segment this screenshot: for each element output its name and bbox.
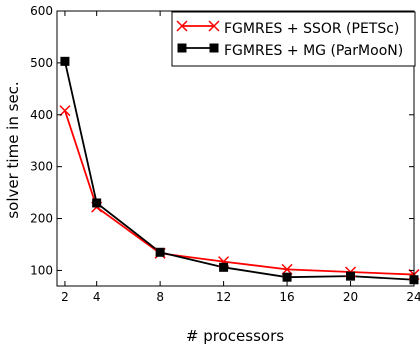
y-tick-label: 500: [30, 56, 53, 70]
x-tick-label: 8: [156, 290, 164, 304]
series-line-1: [64, 61, 415, 281]
data-point-series-1: [282, 272, 292, 282]
legend-marker-start: [176, 20, 188, 32]
y-tick-label: 400: [30, 108, 53, 122]
legend-marker-start: [177, 43, 187, 53]
series-line-0: [64, 110, 415, 276]
data-point-series-0: [59, 105, 71, 117]
data-point-series-1: [219, 262, 229, 272]
data-point-series-1: [346, 271, 356, 281]
data-point-series-1: [92, 198, 102, 208]
x-tick-label: 4: [93, 290, 101, 304]
y-tick-label: 600: [30, 4, 53, 18]
data-point-series-1: [60, 56, 70, 66]
legend-marker-end: [208, 20, 220, 32]
legend-symbol-mg: [177, 43, 219, 53]
legend-box: [171, 11, 416, 67]
x-tick-label: 20: [343, 290, 358, 304]
plot-area: [59, 56, 420, 285]
x-tick-label: 2: [61, 290, 69, 304]
legend-symbol-ssor: [176, 20, 220, 32]
y-tick-label: 100: [30, 263, 53, 277]
x-axis-title: # processors: [186, 327, 284, 345]
y-tick-label: 300: [30, 160, 53, 174]
legend-label-ssor: FGMRES + SSOR (PETSc): [224, 21, 399, 37]
legend-label-mg: FGMRES + MG (ParMooN): [224, 43, 403, 59]
y-axis-title: solver time in sec.: [4, 81, 22, 218]
x-tick-label: 12: [216, 290, 231, 304]
x-tick-label: 16: [279, 290, 294, 304]
plot-frame: [56, 10, 415, 287]
x-tick-label: 24: [406, 290, 420, 304]
data-point-series-1: [155, 247, 165, 257]
y-tick-label: 200: [30, 212, 53, 226]
legend-marker-end: [209, 43, 219, 53]
legend: FGMRES + SSOR (PETSc) FGMRES + MG (ParMo…: [171, 11, 416, 67]
